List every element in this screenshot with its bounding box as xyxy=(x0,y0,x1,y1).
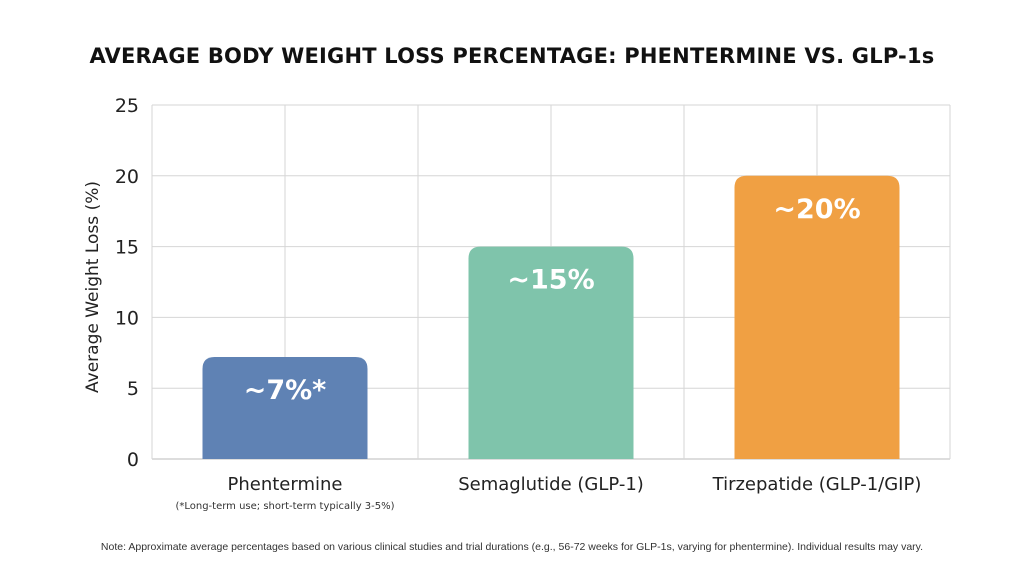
bar-data-label: ~7%* xyxy=(244,375,327,406)
y-tick-label: 20 xyxy=(115,166,139,188)
x-tick-label: Phentermine xyxy=(228,474,343,495)
x-tick-note: (*Long-term use; short-term typically 3-… xyxy=(175,501,394,512)
chart-note: Note: Approximate average percentages ba… xyxy=(100,541,924,553)
bar-2 xyxy=(468,246,634,459)
bar-data-label: ~20% xyxy=(773,194,860,225)
bar-3 xyxy=(734,175,900,460)
y-tick-label: 25 xyxy=(115,95,139,117)
bar-1 xyxy=(202,357,368,459)
y-tick-label: 10 xyxy=(115,307,139,329)
chart-title: AVERAGE BODY WEIGHT LOSS PERCENTAGE: PHE… xyxy=(89,44,935,68)
y-axis-label: Average Weight Loss (%) xyxy=(83,181,103,393)
bar-data-label: ~15% xyxy=(507,265,594,296)
x-tick-label: Tirzepatide (GLP-1/GIP) xyxy=(712,474,922,495)
y-tick-label: 5 xyxy=(127,378,139,400)
y-tick-label: 15 xyxy=(115,237,139,259)
x-tick-label: Semaglutide (GLP-1) xyxy=(458,474,644,495)
y-tick-label: 0 xyxy=(127,449,139,471)
